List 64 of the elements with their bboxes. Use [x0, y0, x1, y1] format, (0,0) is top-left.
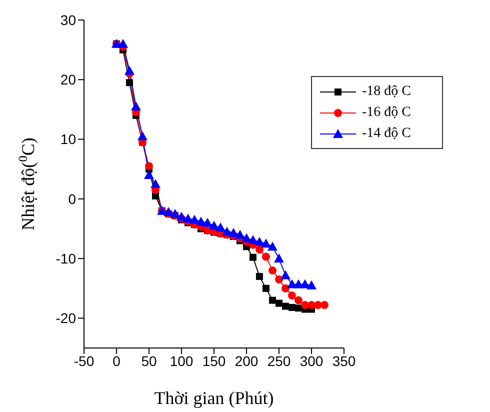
point	[282, 302, 289, 310]
point	[275, 275, 283, 284]
point	[248, 235, 258, 244]
point	[262, 252, 270, 261]
point	[320, 301, 328, 310]
point	[256, 272, 263, 280]
y-tick-label: 20	[60, 72, 76, 88]
point	[250, 254, 256, 261]
point	[131, 101, 141, 110]
y-tick-label: -20	[56, 310, 76, 326]
point	[269, 296, 276, 304]
x-tick-label: 50	[141, 352, 157, 369]
point	[138, 131, 148, 140]
x-tick-label: 100	[170, 352, 194, 369]
y-tick-label: -10	[56, 250, 76, 267]
x-axis-title: Thời gian (Phút)	[154, 388, 274, 408]
point	[274, 254, 284, 263]
point	[306, 280, 316, 290]
legend-label: -16 độ C	[362, 104, 411, 120]
point	[196, 216, 206, 226]
point	[216, 222, 226, 232]
point	[254, 236, 264, 246]
point	[118, 38, 128, 48]
x-tick-label: 350	[332, 352, 356, 369]
point	[308, 301, 316, 310]
x-tick-label: 200	[234, 352, 258, 369]
point	[235, 230, 245, 239]
point	[164, 207, 174, 216]
x-tick-label: -50	[74, 352, 94, 369]
point	[209, 220, 219, 230]
x-tick-label: 150	[202, 352, 226, 369]
point	[256, 246, 264, 254]
x-tick-label: 0	[112, 352, 121, 369]
point	[150, 179, 160, 188]
y-tick-label: 10	[60, 131, 76, 148]
point	[228, 228, 238, 237]
legend-label: -14 độ C	[362, 126, 411, 142]
point	[280, 270, 290, 280]
x-tick-label: 250	[267, 352, 291, 369]
point	[288, 292, 296, 300]
y-tick-label: 0	[68, 190, 76, 207]
y-tick-label: 30	[60, 12, 76, 28]
point	[190, 214, 200, 224]
point	[124, 66, 134, 75]
point	[176, 212, 186, 221]
point	[314, 301, 322, 310]
point	[276, 300, 282, 307]
point	[144, 170, 154, 180]
point	[295, 304, 302, 312]
point	[261, 238, 271, 248]
point	[282, 284, 290, 292]
point	[242, 233, 252, 242]
point	[183, 214, 193, 223]
x-tick-label: 300	[300, 352, 324, 369]
legend-label: -18 độ C	[362, 84, 411, 100]
point	[268, 266, 276, 274]
point	[126, 79, 133, 86]
point	[202, 218, 212, 227]
point	[301, 301, 309, 310]
point	[145, 162, 153, 170]
point	[268, 242, 278, 251]
point	[294, 296, 302, 304]
point	[170, 208, 180, 218]
point	[262, 284, 270, 292]
